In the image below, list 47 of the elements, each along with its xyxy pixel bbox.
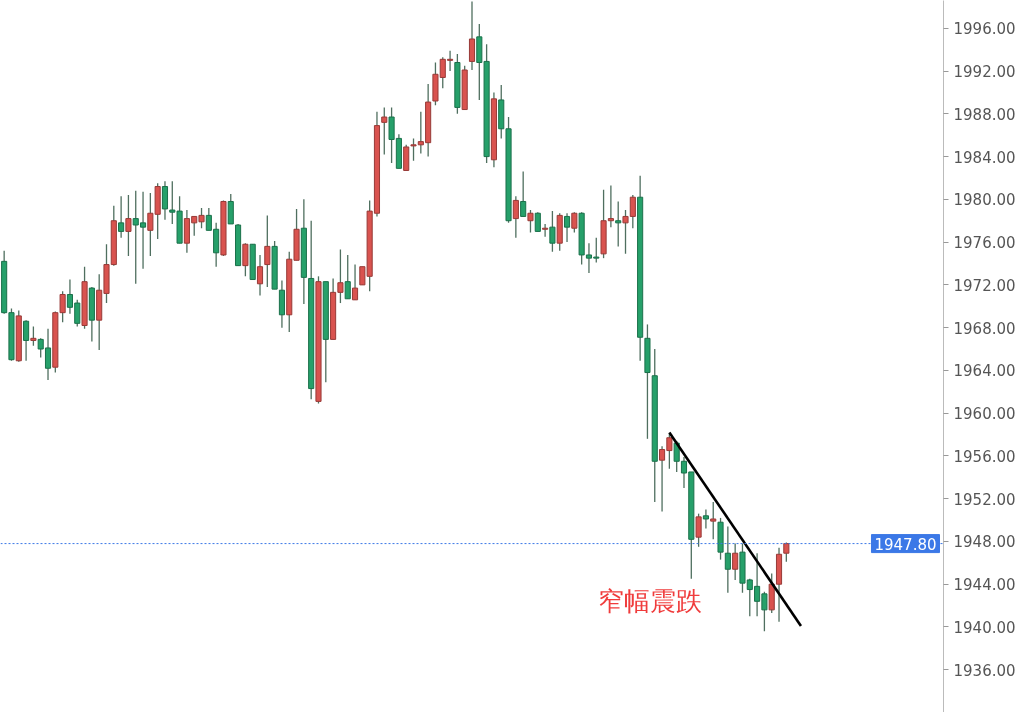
y-tick-label: 1944.00	[953, 576, 1016, 595]
candlestick	[30, 325, 37, 347]
candlestick	[542, 223, 549, 238]
y-tick-label: 1980.00	[953, 191, 1016, 210]
y-tick-label: 1972.00	[953, 276, 1016, 295]
candlestick	[571, 211, 578, 234]
candlestick	[549, 210, 556, 253]
candlestick	[732, 542, 739, 581]
candlestick	[403, 144, 410, 172]
candlestick	[615, 200, 622, 248]
y-tick-label: 1956.00	[953, 447, 1016, 466]
candlestick	[242, 242, 249, 277]
candlestick	[264, 214, 271, 288]
candlestick	[118, 195, 125, 239]
y-tick-label: 1976.00	[953, 234, 1016, 253]
candlestick	[227, 193, 234, 225]
y-tick-label: 1948.00	[953, 533, 1016, 552]
candlestick	[710, 501, 717, 540]
candlestick	[520, 170, 527, 218]
y-tick-label: 1952.00	[953, 490, 1016, 509]
candlestick	[702, 508, 709, 530]
y-tick-label: 1996.00	[953, 20, 1016, 39]
candlestick	[724, 525, 731, 594]
y-tick-label: 1988.00	[953, 105, 1016, 124]
candlestick	[512, 195, 519, 239]
y-tick-label: 1984.00	[953, 148, 1016, 167]
candlestick	[381, 106, 388, 156]
candlestick	[344, 254, 351, 300]
candlestick	[527, 209, 534, 234]
candlestick	[351, 263, 359, 301]
candlestick	[23, 319, 30, 362]
candlestick	[563, 212, 571, 243]
candlestick	[695, 513, 702, 548]
y-tick-label: 1964.00	[953, 362, 1016, 381]
y-tick-label: 1992.00	[953, 63, 1016, 82]
y-tick-label: 1940.00	[953, 618, 1016, 637]
candlestick	[534, 211, 541, 233]
y-tick-label: 1960.00	[953, 405, 1016, 424]
annotation: 窄幅震跌	[597, 585, 702, 616]
ref-line-label: 1947.80	[874, 535, 937, 554]
y-tick-label: 1936.00	[953, 661, 1016, 680]
candlestick	[256, 254, 264, 297]
y-tick-label: 1968.00	[953, 319, 1016, 338]
candlestick	[125, 194, 132, 257]
candlestick	[410, 137, 417, 162]
candlestick	[161, 180, 169, 221]
candlestick	[468, 0, 476, 71]
